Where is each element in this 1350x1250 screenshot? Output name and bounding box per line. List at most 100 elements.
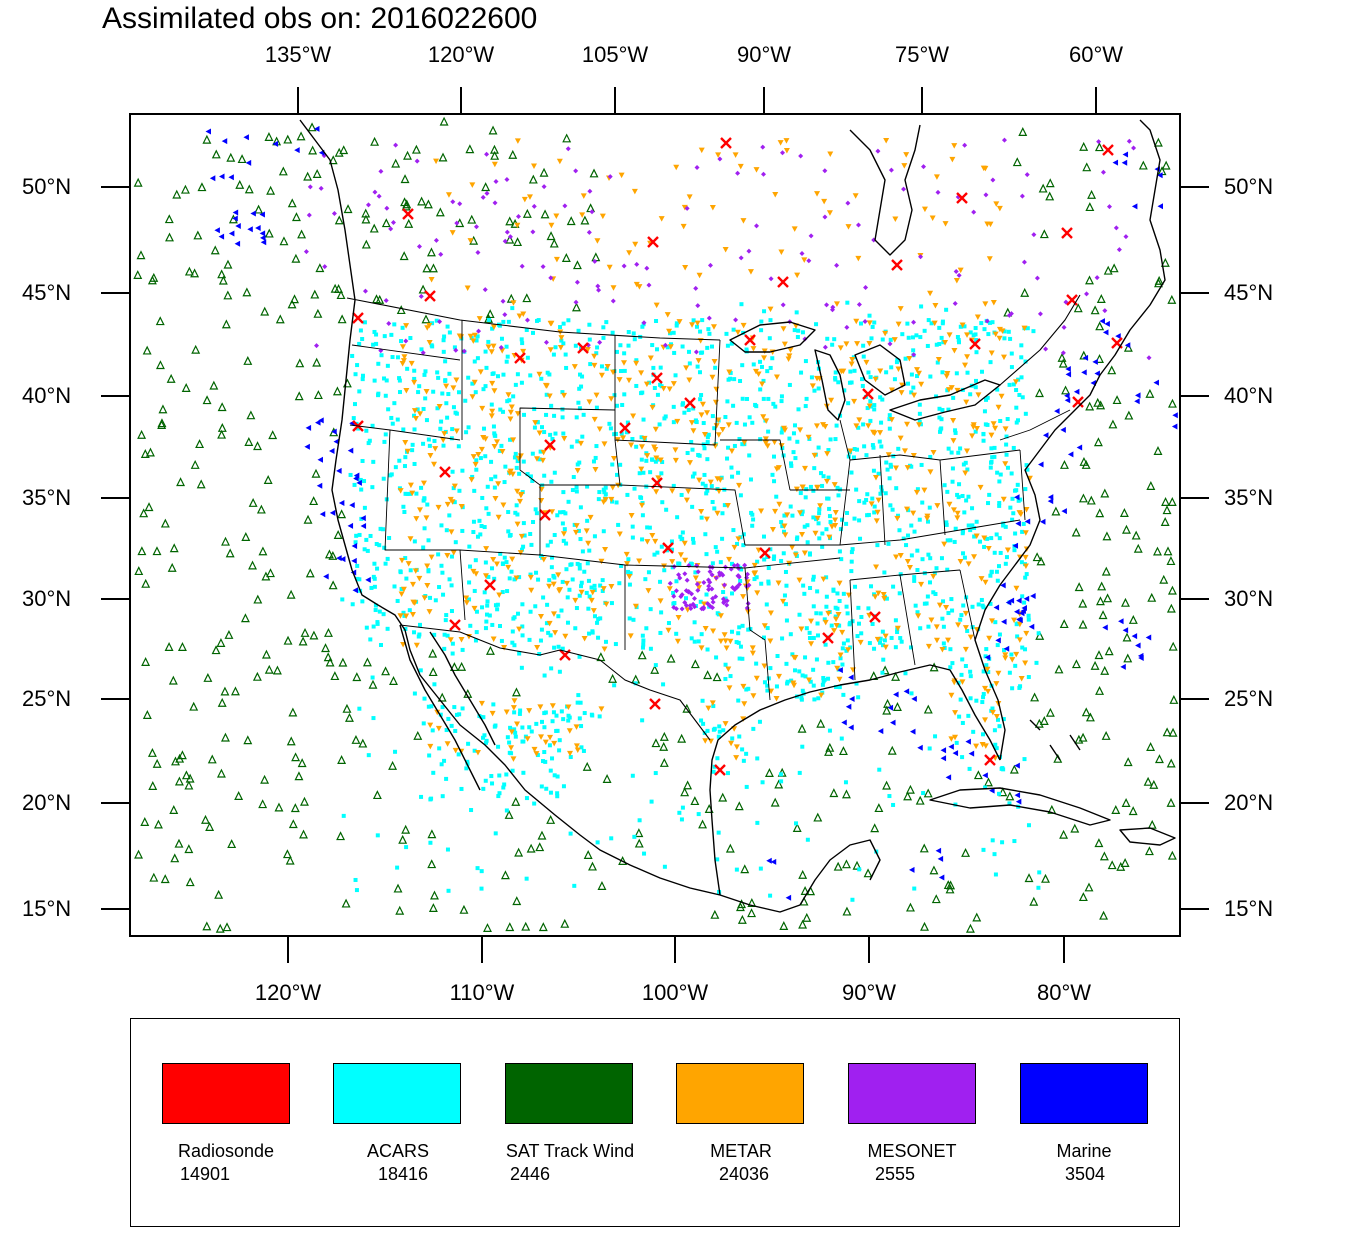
right-lat-label: 20°N — [1224, 790, 1274, 815]
acars-marker — [624, 430, 629, 435]
metar-marker — [514, 721, 521, 728]
acars-marker — [348, 472, 353, 477]
acars-marker — [619, 369, 624, 374]
acars-marker — [644, 626, 649, 631]
acars-marker — [882, 570, 887, 575]
acars-marker — [484, 365, 489, 370]
baja-coastline — [399, 624, 496, 791]
sat-track-wind-marker — [287, 299, 297, 309]
acars-marker — [415, 407, 420, 412]
acars-marker — [513, 730, 518, 735]
metar-marker — [507, 468, 514, 475]
sat-track-wind-marker — [217, 422, 227, 432]
acars-marker — [715, 756, 720, 761]
mesonet-marker — [694, 581, 700, 587]
metar-marker — [934, 503, 941, 509]
mesonet-marker — [746, 582, 752, 588]
acars-marker — [1007, 670, 1012, 675]
metar-marker — [572, 597, 579, 604]
marine-marker — [1001, 618, 1007, 625]
acars-marker — [981, 695, 986, 700]
acars-marker — [952, 539, 957, 544]
acars-marker — [577, 716, 582, 721]
acars-marker — [1002, 336, 1007, 341]
acars-marker — [758, 387, 763, 392]
acars-marker — [1021, 521, 1026, 526]
metar-marker — [507, 416, 514, 422]
sat-track-wind-marker — [1020, 287, 1030, 297]
mesonet-marker — [732, 587, 738, 593]
marine-marker — [770, 858, 777, 865]
mesonet-marker — [502, 312, 508, 318]
acars-marker — [515, 459, 520, 464]
acars-marker — [525, 355, 530, 360]
acars-marker — [867, 641, 872, 646]
marine-marker — [1012, 542, 1019, 549]
acars-marker — [820, 531, 825, 536]
acars-marker — [995, 387, 1000, 392]
mesonet-marker — [911, 319, 917, 325]
acars-marker — [784, 583, 789, 588]
mesonet-marker — [830, 307, 836, 313]
acars-marker — [440, 391, 445, 396]
acars-marker — [579, 384, 584, 389]
metar-marker — [984, 666, 991, 673]
marine-marker — [1134, 398, 1140, 405]
metar-marker — [638, 466, 645, 473]
marine-marker — [1023, 595, 1030, 602]
mesonet-marker — [461, 348, 467, 354]
acars-marker — [401, 610, 406, 615]
acars-marker — [709, 344, 714, 349]
acars-marker — [691, 406, 696, 411]
mesonet-marker — [693, 349, 699, 355]
acars-marker — [449, 554, 454, 559]
acars-marker — [1026, 823, 1031, 828]
marine-marker — [232, 209, 239, 216]
metar-marker — [469, 394, 476, 400]
acars-marker — [1009, 365, 1014, 370]
metar-marker — [491, 388, 498, 394]
acars-marker — [812, 466, 817, 471]
acars-marker — [1019, 355, 1024, 360]
marine-marker — [1064, 397, 1071, 404]
acars-marker — [510, 629, 515, 634]
acars-marker — [931, 590, 936, 595]
sat-track-wind-marker — [583, 850, 593, 860]
sat-track-wind-marker — [158, 404, 168, 414]
metar-marker — [891, 337, 898, 343]
marine-marker — [1014, 762, 1020, 769]
acars-marker — [898, 636, 903, 641]
acars-marker — [893, 618, 898, 623]
acars-marker — [750, 523, 755, 528]
metar-marker — [749, 650, 756, 657]
acars-marker — [357, 389, 362, 394]
mesonet-marker — [983, 192, 989, 198]
acars-marker — [416, 390, 421, 395]
metar-marker — [710, 324, 717, 330]
metar-marker — [1022, 660, 1029, 666]
mesonet-marker — [888, 167, 894, 173]
acars-marker — [974, 698, 979, 703]
acars-marker — [710, 414, 715, 419]
metar-marker — [895, 366, 902, 373]
acars-marker — [928, 556, 933, 561]
sat-track-wind-marker — [892, 702, 902, 711]
marine-marker — [766, 857, 772, 864]
sat-track-wind-marker — [226, 152, 236, 162]
sat-track-wind-marker — [185, 877, 195, 887]
acars-marker — [1011, 445, 1016, 450]
metar-marker — [726, 685, 733, 691]
acars-marker — [408, 491, 413, 496]
marine-marker — [917, 744, 923, 751]
acars-marker — [887, 426, 892, 431]
metar-marker — [941, 541, 948, 548]
acars-marker — [731, 528, 736, 533]
radiosonde-marker — [777, 276, 789, 288]
acars-marker — [974, 350, 979, 355]
marine-marker — [305, 424, 312, 431]
acars-marker — [614, 349, 619, 354]
sat-track-wind-marker — [1119, 508, 1129, 517]
metar-marker — [657, 457, 664, 463]
sat-track-wind-marker — [1169, 694, 1179, 704]
metar-marker — [895, 321, 902, 328]
